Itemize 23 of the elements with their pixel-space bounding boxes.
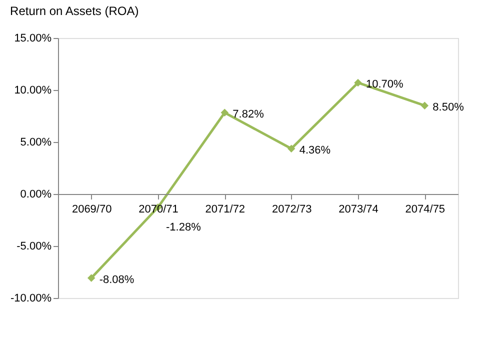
y-tick-label: 15.00% xyxy=(14,32,52,44)
data-label: -8.08% xyxy=(99,274,134,286)
x-tick-label: 2072/73 xyxy=(272,204,312,216)
x-tick-label: 2074/75 xyxy=(405,204,446,216)
y-tick-label: 5.00% xyxy=(20,136,52,148)
y-tick-label: 0.00% xyxy=(20,188,52,200)
x-tick-label: 2073/74 xyxy=(338,204,378,216)
chart-title: Return on Assets (ROA) xyxy=(10,4,139,18)
y-tick-label: -5.00% xyxy=(16,240,52,252)
data-label: -1.28% xyxy=(166,221,202,234)
point xyxy=(420,102,429,110)
point xyxy=(287,144,296,153)
y-tick-label: -10.00% xyxy=(10,292,52,304)
x-tick-label: 2071/72 xyxy=(205,204,246,216)
y-tick-label: 10.00% xyxy=(14,84,52,96)
point xyxy=(220,108,229,117)
x-tick-label: 2069/70 xyxy=(72,204,112,216)
data-label: 4.36% xyxy=(299,144,331,157)
point xyxy=(87,274,96,282)
data-label: 7.82% xyxy=(232,108,264,121)
data-label: 8.50% xyxy=(432,102,464,114)
data-label: 10.70% xyxy=(366,78,404,91)
point xyxy=(354,78,362,87)
